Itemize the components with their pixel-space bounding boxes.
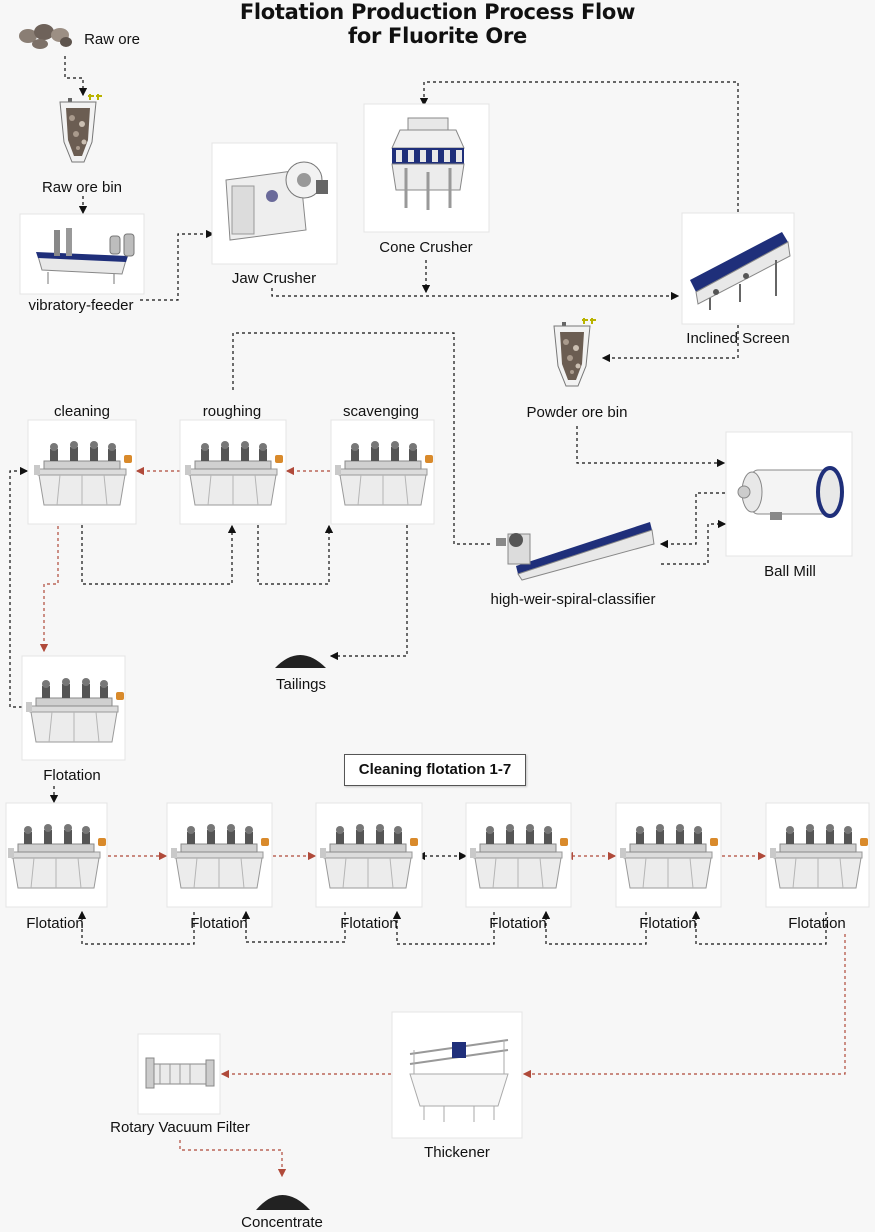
label-rotary-vacuum-filter: Rotary Vacuum Filter <box>110 1119 250 1136</box>
title-line-2: for Fluorite Ore <box>348 24 527 48</box>
label-thickener: Thickener <box>424 1144 490 1161</box>
label-vibratory-feeder: vibratory-feeder <box>28 297 134 314</box>
raw-ore-bin-icon <box>59 93 103 163</box>
arrow-scav-to-tailings <box>329 525 408 661</box>
label-inclined-screen: Inclined Screen <box>686 330 790 347</box>
label-flotation-1: Flotation <box>26 915 84 932</box>
cone-crusher-icon <box>391 117 465 210</box>
ball-mill-icon <box>737 466 844 520</box>
arrow-roughing-conc-to-cleaning <box>81 524 237 585</box>
label-cone-crusher: Cone Crusher <box>379 239 473 256</box>
cleaning-flotation-title: Cleaning flotation 1-7 <box>344 754 526 786</box>
arrow-cleaning-to-flotation-red <box>39 526 59 653</box>
label-jaw-crusher: Jaw Crusher <box>231 270 317 287</box>
concentrate-pile-icon <box>256 1195 310 1210</box>
label-flotation: Flotation <box>43 767 101 784</box>
raw-ore-icon <box>19 24 72 49</box>
label-flotation-2: Flotation <box>190 915 248 932</box>
rotary-vacuum-filter-icon <box>145 1057 215 1089</box>
label-cleaning: cleaning <box>54 403 110 420</box>
label-flotation-4: Flotation <box>489 915 547 932</box>
arrow-screen-to-powderbin <box>601 325 739 363</box>
thickener-icon <box>409 1039 509 1122</box>
label-roughing: roughing <box>202 403 262 420</box>
title-line-1: Flotation Production Process Flow <box>239 0 636 24</box>
arrow-flotation-loop-back <box>9 466 29 708</box>
return-6-to-5 <box>691 910 827 945</box>
label-flotation-5: Flotation <box>639 915 697 932</box>
arrow-classifier-to-roughing <box>232 332 490 545</box>
spiral-classifier-icon <box>496 522 655 581</box>
label-raw-ore: Raw ore <box>84 31 140 48</box>
arrow-flotation6-to-thickener <box>522 934 846 1079</box>
inclined-screen-icon <box>690 232 791 310</box>
label-powder-ore-bin: Powder ore bin <box>526 404 628 421</box>
return-2-to-1 <box>77 910 195 945</box>
jaw-crusher-icon <box>225 161 328 241</box>
arrow-feeder-to-jaw <box>140 229 215 301</box>
diagram-title: Flotation Production Process Flow for Fl… <box>0 0 875 48</box>
arrow-ballmill-to-classifier <box>659 492 725 549</box>
label-concentrate: Concentrate <box>241 1214 323 1231</box>
label-ball-mill: Ball Mill <box>764 563 816 580</box>
arrow-jaw-to-screen <box>271 288 680 301</box>
powder-ore-bin-icon <box>553 317 597 387</box>
vibratory-feeder-icon <box>36 228 135 284</box>
label-scavenging: scavenging <box>343 403 419 420</box>
return-3-to-2 <box>241 910 346 943</box>
return-5-to-4 <box>541 910 647 945</box>
arrow-filter-to-concentrate <box>179 1140 287 1178</box>
label-flotation-3: Flotation <box>340 915 398 932</box>
label-tailings: Tailings <box>275 676 327 693</box>
return-4-to-3 <box>392 910 495 945</box>
arrow-powderbin-to-ballmill <box>576 426 726 468</box>
label-raw-ore-bin: Raw ore bin <box>41 179 123 196</box>
label-spiral-classifier: high-weir-spiral-classifier <box>490 591 656 608</box>
label-flotation-6: Flotation <box>788 915 846 932</box>
arrow-rawore-to-bin <box>64 56 88 97</box>
tailings-pile-icon <box>275 655 326 668</box>
arrow-classifier-to-ballmill <box>661 519 727 565</box>
arrow-roughing-tail-to-scav <box>257 524 334 585</box>
